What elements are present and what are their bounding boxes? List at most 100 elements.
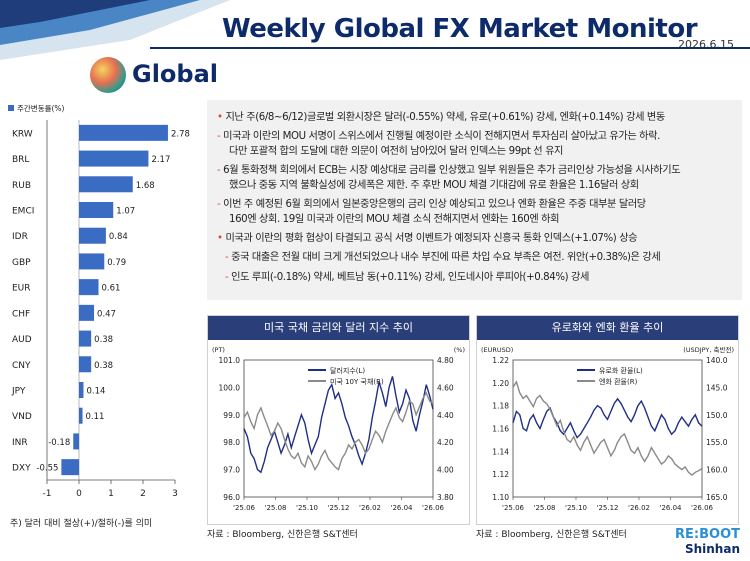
x-tick-label: '25.06 [233, 504, 256, 512]
x-tick-label: '26.04 [660, 504, 683, 512]
right-tick-label: 3.80 [437, 493, 454, 502]
bullet-dot-icon: • [217, 233, 226, 244]
value-label: 2.17 [151, 155, 170, 165]
commentary-line: - 중국 대출은 전월 대비 크게 개선되었으나 내수 부진에 따른 차입 수요… [225, 250, 661, 265]
category-label: GBP [12, 258, 31, 268]
bar [73, 433, 79, 450]
chart-footnote: 주) 달러 대비 절상(+)/절하(-)를 의미 [10, 519, 153, 529]
category-label: EMCI [12, 207, 34, 217]
commentary-text: 160엔 상회. 19일 미국과 이란의 MOU 체결 소식 전해지면서 엔화는… [229, 214, 560, 225]
value-label: 2.78 [171, 129, 190, 139]
bar [79, 382, 84, 398]
x-tick-label: '25.08 [534, 504, 556, 512]
value-label: -0.18 [48, 438, 70, 448]
legend-swatch [8, 105, 14, 111]
bullet-dash-icon: - [225, 252, 232, 263]
series-line [243, 391, 434, 472]
logo-reboot: RE:BOOT [675, 527, 740, 542]
right-tick-label: 155.0 [706, 438, 728, 447]
legend-label: 엔화 환율(R) [599, 377, 638, 386]
commentary-text: 했으나 중동 지역 불확실성에 강세폭은 제한. 주 후반 MOU 체결 기대감… [229, 180, 639, 191]
x-tick-label: -1 [43, 489, 52, 499]
right-tick-label: 4.60 [437, 383, 454, 392]
category-label: BRL [12, 155, 29, 165]
commentary-line: - 이번 주 예정된 6월 회의에서 일본중앙은행의 금리 인상 예상되고 있으… [217, 197, 646, 212]
header-decoration [0, 0, 230, 60]
left-unit-label: (EURUSD) [481, 346, 513, 354]
eur-jpy-chart-panel: 유로화와 엔화 환율 추이 (EURUSD) (USDJPY, 축반전) 1.22 1… [476, 315, 739, 525]
category-label: DXY [12, 464, 31, 474]
right-tick-label: 140.0 [706, 356, 728, 365]
globe-icon [90, 57, 126, 93]
commentary-line: - 미국과 이란의 MOU 서명이 스위스에서 진행될 예정이란 소식이 전해지… [217, 129, 660, 144]
left-tick-label: 98.0 [223, 438, 240, 447]
category-label: RUB [12, 181, 31, 191]
value-label: 0.11 [86, 412, 105, 422]
commentary-line: • 지난 주(6/8~6/12)글로벌 외환시장은 달러(-0.55%) 약세,… [217, 110, 665, 125]
x-tick-label: '26.06 [422, 504, 445, 512]
commentary-text: 중국 대출은 전월 대비 크게 개선되었으나 내수 부진에 따른 차입 수요 부… [231, 252, 661, 263]
series-line [243, 376, 434, 474]
x-tick-label: '25.12 [328, 504, 350, 512]
commentary-text: 미국과 이란의 평화 협상이 타결되고 공식 서명 이벤트가 예정되자 신흥국 … [225, 233, 638, 244]
category-label: CNY [12, 361, 31, 371]
value-label: 0.38 [94, 361, 113, 371]
x-tick-label: 1 [108, 489, 114, 499]
commentary-line: • 미국과 이란의 평화 협상이 타결되고 공식 서명 이벤트가 예정되자 신흥… [217, 231, 638, 246]
bullet-dash-icon: - [217, 199, 224, 210]
right-tick-label: 145.0 [706, 383, 728, 392]
value-label: 0.38 [94, 335, 113, 345]
value-label: 0.79 [107, 258, 126, 268]
bullet-dot-icon: • [217, 112, 226, 123]
right-unit-label: (USDJPY, 축반전) [683, 345, 734, 354]
right-tick-label: 4.00 [437, 466, 454, 475]
chart-source: 자료 : Bloomberg, 신한은행 S&T센터 [207, 530, 358, 540]
left-tick-label: 96.0 [223, 493, 240, 502]
x-tick-label: '25.10 [296, 504, 318, 512]
value-label: 0.61 [102, 284, 121, 294]
left-tick-label: 1.20 [492, 379, 509, 388]
commentary-text: 미국과 이란의 MOU 서명이 스위스에서 진행될 예정이란 소식이 전해지면서… [223, 131, 660, 142]
value-label: 0.47 [97, 309, 116, 319]
value-label: 1.07 [116, 207, 135, 217]
series-line [512, 397, 703, 439]
x-tick-label: 3 [172, 489, 178, 499]
commentary-line: 160엔 상회. 19일 미국과 이란의 MOU 체결 소식 전해지면서 엔화는… [229, 212, 559, 227]
category-label: EUR [12, 284, 31, 294]
bar [61, 459, 79, 476]
value-label: 1.68 [136, 181, 155, 191]
commentary-line: - 인도 루피(-0.18%) 약세, 베트남 동(+0.11%) 강세, 인도… [225, 270, 589, 285]
bullet-dash-icon: - [217, 165, 224, 176]
category-label: IDR [12, 232, 28, 242]
bar [79, 124, 168, 141]
left-tick-label: 1.18 [492, 402, 509, 411]
x-tick-label: '26.02 [628, 504, 650, 512]
left-tick-label: 101.0 [219, 356, 241, 365]
bar [79, 253, 105, 270]
bullet-dash-icon: - [217, 131, 224, 142]
treasury-dollar-chart-panel: 미국 국채 금리와 달러 지수 추이 (PT) (%) 101.0 100.0 99.0… [207, 315, 470, 525]
category-label: AUD [12, 335, 32, 345]
bar [79, 407, 83, 424]
commentary-line: - 6월 통화정책 회의에서 ECB는 시장 예상대로 금리를 인상했고 일부 … [217, 163, 681, 178]
section-title: Global [132, 60, 219, 88]
right-tick-label: 4.20 [437, 438, 454, 447]
series-line [512, 380, 703, 477]
weekly-change-bar-chart: 주간변동률(%) KRW 2.78 BRL 2.17 RUB 1.68 EMCI 1.07 IDR… [8, 103, 190, 499]
bar [79, 279, 99, 296]
right-unit-label: (%) [454, 346, 465, 354]
bar [79, 330, 92, 347]
category-label: INR [12, 438, 28, 448]
bar [79, 202, 114, 218]
page-title: Weekly Global FX Market Monitor [222, 14, 698, 44]
x-tick-label: '26.02 [359, 504, 381, 512]
category-label: JPY [11, 387, 26, 397]
x-tick-label: '25.12 [597, 504, 619, 512]
commentary-text: 이번 주 예정된 6월 회의에서 일본중앙은행의 금리 인상 예상되고 있으나 … [223, 199, 646, 210]
right-tick-label: 4.80 [437, 356, 454, 365]
x-tick-label: '26.04 [391, 504, 414, 512]
x-tick-label: '25.06 [502, 504, 525, 512]
x-tick-label: '25.10 [565, 504, 587, 512]
legend-label: 달러지수(L) [330, 366, 365, 375]
commentary-line: 다만 포괄적 합의 도달에 대한 의문이 여전히 남아있어 달러 인덱스는 99… [229, 144, 563, 159]
